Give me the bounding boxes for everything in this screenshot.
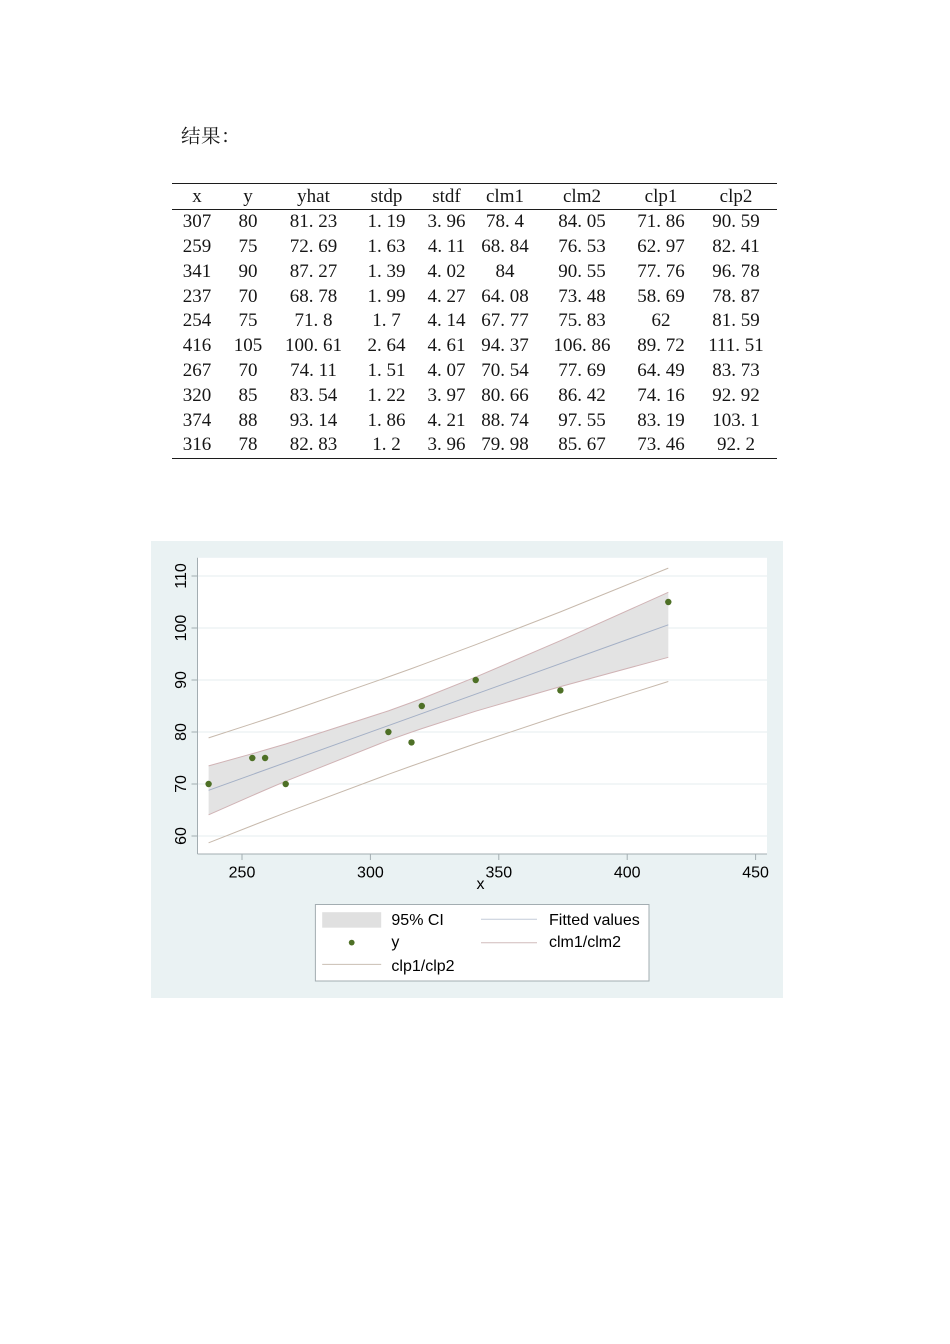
svg-text:80: 80 [173, 723, 190, 741]
svg-text:70: 70 [173, 775, 190, 793]
svg-text:300: 300 [357, 865, 384, 882]
svg-text:400: 400 [614, 865, 641, 882]
svg-text:y: y [391, 934, 399, 951]
svg-text:100: 100 [173, 615, 190, 642]
svg-text:250: 250 [229, 865, 256, 882]
svg-text:350: 350 [485, 865, 512, 882]
svg-text:clm1/clm2: clm1/clm2 [549, 934, 621, 951]
svg-text:450: 450 [742, 865, 769, 882]
svg-text:x: x [477, 876, 485, 893]
svg-text:95% CI: 95% CI [391, 912, 443, 929]
svg-text:90: 90 [173, 671, 190, 689]
svg-text:60: 60 [173, 827, 190, 845]
svg-text:Fitted values: Fitted values [549, 912, 640, 929]
svg-text:110: 110 [173, 563, 190, 589]
svg-text:clp1/clp2: clp1/clp2 [391, 958, 454, 975]
